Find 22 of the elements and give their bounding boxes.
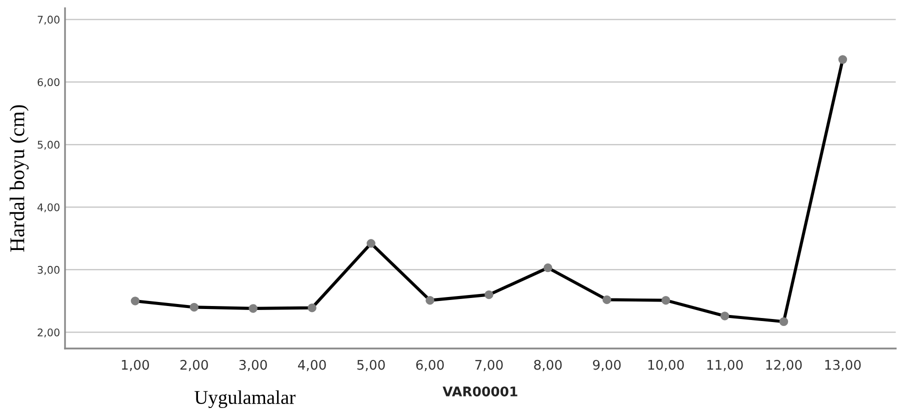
x-tick-label: 3,00	[239, 360, 267, 372]
x-axis-title: VAR00001	[442, 386, 518, 396]
x-tick-label: 13,00	[825, 360, 861, 372]
y-tick-label: 5,00	[38, 140, 60, 150]
x-tick-label: 1,00	[122, 360, 149, 372]
x-tick-label: 7,00	[475, 360, 503, 372]
y-axis-title: Hardal boyu (cm)	[10, 105, 29, 252]
x-tick-label: 10,00	[648, 360, 684, 372]
y-tick-label: 4,00	[37, 203, 60, 212]
x-tick-label: 2,00	[180, 360, 208, 372]
y-tick-label: 2,00	[38, 328, 60, 338]
x-tick-label: 11,00	[707, 360, 743, 372]
x-tick-label: 12,00	[766, 360, 802, 372]
y-tick-label: 7,00	[38, 16, 60, 25]
x-tick-label: 5,00	[357, 360, 385, 372]
text: Uygulamalar	[194, 390, 296, 408]
x-tick-label: 9,00	[593, 360, 621, 372]
x-tick-label: 4,00	[298, 360, 326, 372]
y-tick-label: 3,00	[38, 266, 60, 275]
y-tick-label: 6,00	[38, 78, 60, 88]
x-tick-label: 6,00	[416, 360, 444, 372]
x-tick-label: 8,00	[534, 360, 562, 372]
